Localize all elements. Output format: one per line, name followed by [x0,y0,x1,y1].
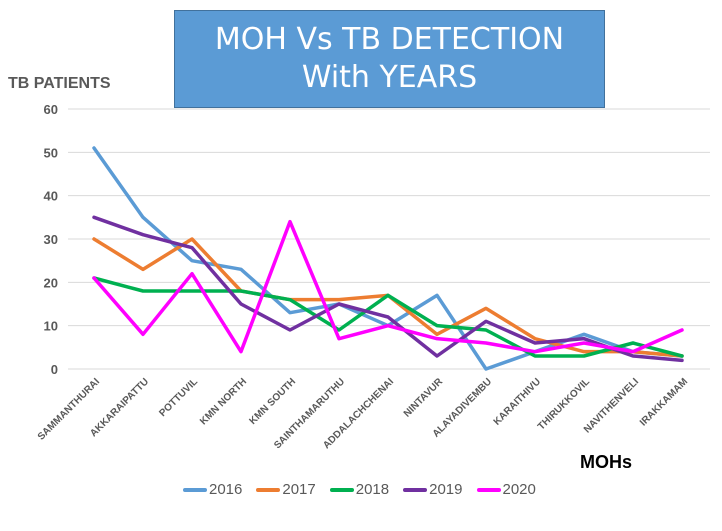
legend-label: 2019 [429,481,463,498]
legend-label: 2020 [502,481,536,498]
chart-title-line-2: With YEARS [301,60,478,95]
y-tick-label: 30 [44,232,58,247]
legend-item-2016: 2016 [183,481,242,498]
x-tick-label: THIRUKKOVIL [536,376,592,432]
y-tick-label: 0 [51,362,58,377]
series-line-2020 [92,219,684,354]
series-line-2019 [92,215,684,363]
y-tick-label: 20 [44,275,58,290]
legend-item-2020: 2020 [476,481,536,498]
legend-swatch [329,487,354,492]
y-tick-label: 60 [44,102,58,117]
legend-swatch [403,487,428,492]
x-tick-label: POTTUVIL [157,376,200,419]
y-axis-label: TB PATIENTS [8,75,111,92]
legend-label: 2016 [209,481,243,498]
series-line-2018 [92,276,684,358]
y-tick-label: 40 [44,189,58,204]
x-tick-label: IRAKKAMAM [638,376,690,428]
legend-swatch [256,487,281,492]
x-tick-label: KMN SOUTH [248,376,299,427]
y-tick-label: 50 [44,145,58,160]
chart-title: MOH Vs TB DETECTION With YEARS [174,10,605,108]
x-tick-label: NINTAVUR [402,376,446,420]
y-tick-label: 10 [44,319,58,334]
legend-swatch [476,487,501,492]
legend-label: 2018 [355,481,390,498]
x-tick-label: KMN NORTH [198,376,249,427]
legend-swatch [183,487,207,492]
legend-item-2017: 2017 [256,481,316,498]
legend-item-2018: 2018 [329,481,390,498]
legend-label: 2017 [282,481,316,498]
y-axis-ticks: 0 10 20 30 40 50 60 [44,102,58,377]
legend: 2016 2017 2018 2019 2020 [183,481,536,498]
x-axis-label: MOHs [580,452,633,472]
legend-item-2019: 2019 [403,481,463,498]
x-tick-label: KARAITHIVU [492,376,543,427]
series-lines [92,146,684,371]
gridlines [68,108,710,370]
series-line-2016 [92,146,684,371]
chart-title-line-1: MOH Vs TB DETECTION [214,22,565,57]
